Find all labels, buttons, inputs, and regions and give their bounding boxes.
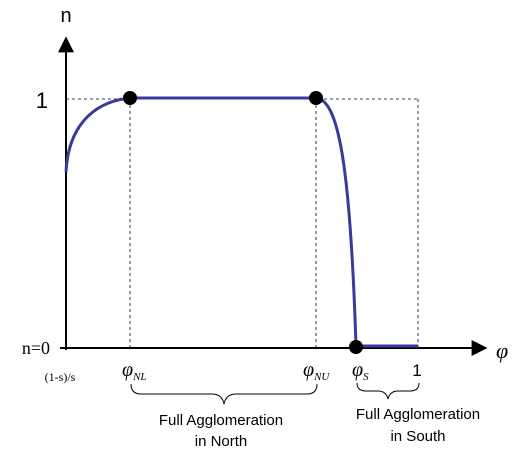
y-axis-label: n	[60, 5, 71, 27]
n-curve	[64, 96, 418, 348]
north-region-line2: in North	[195, 433, 248, 450]
x-tick-phi-nu: φNU	[303, 359, 330, 383]
south-region-line2: in South	[390, 428, 445, 445]
x-tick-phi-nl: φNL	[122, 359, 147, 383]
x-origin-label: (1-s)/s	[45, 370, 76, 384]
north-region-line1: Full Agglomeration	[159, 412, 283, 429]
north-brace	[130, 383, 318, 405]
south-brace	[356, 382, 420, 400]
south-region-line1: Full Agglomeration	[356, 406, 480, 423]
point-phi-nu	[309, 91, 323, 105]
x-tick-one: 1	[412, 361, 421, 380]
y-tick-one: 1	[36, 88, 48, 113]
point-phi-s	[349, 340, 363, 354]
point-phi-nl	[123, 91, 137, 105]
x-tick-phi-s: φS	[352, 359, 369, 383]
guide-lines	[66, 98, 420, 348]
x-axis-label: φ	[496, 338, 508, 363]
y-tick-zero: n=0	[22, 338, 50, 358]
